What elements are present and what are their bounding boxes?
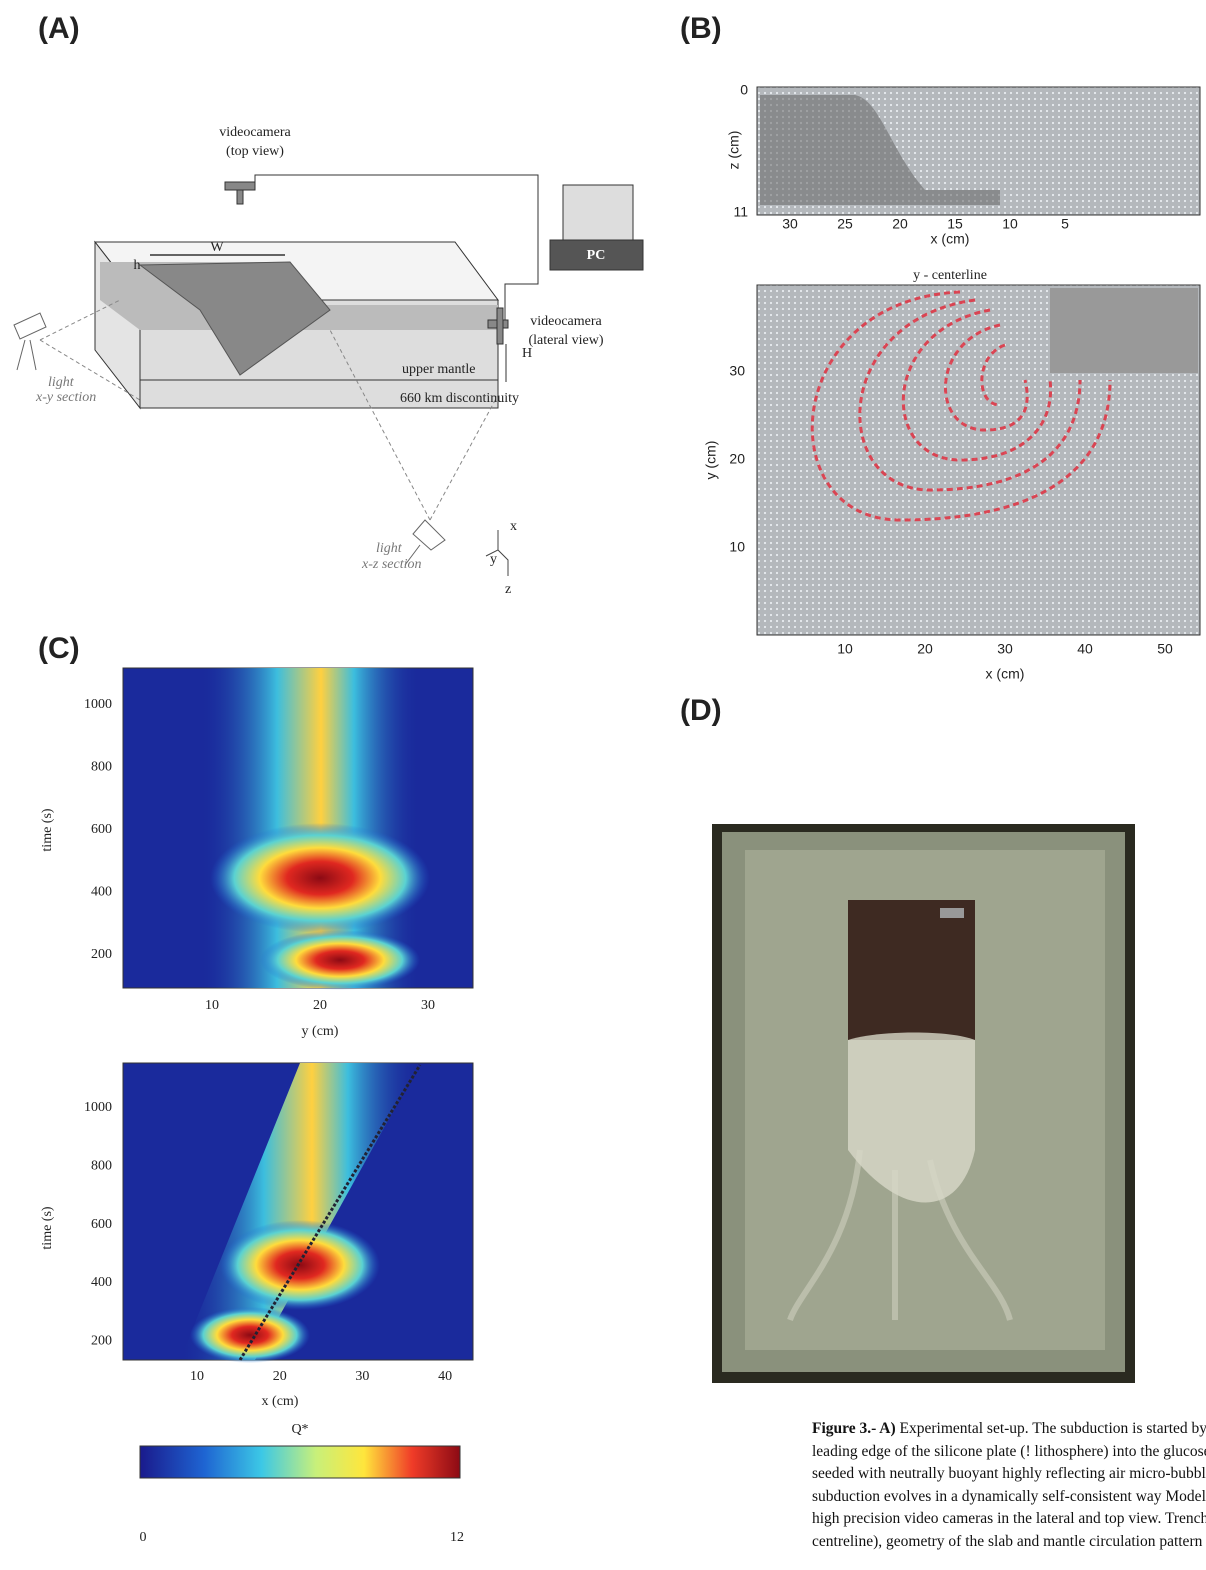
piv-images bbox=[757, 87, 1200, 635]
caption-line: high precision video cameras in the late… bbox=[812, 1508, 1206, 1531]
label: z bbox=[505, 582, 511, 597]
x-tick-label: 20 bbox=[892, 216, 908, 232]
label: H bbox=[522, 346, 532, 361]
x-tick-label: 30 bbox=[421, 998, 435, 1013]
page: (A) (B) (C) (D) videocamera (top view) P… bbox=[0, 0, 1206, 1570]
panel-label: (B) bbox=[680, 12, 722, 45]
label: videocamera bbox=[219, 125, 291, 140]
axis-label: y (cm) bbox=[302, 1024, 339, 1039]
axis-label: x (cm) bbox=[262, 1394, 299, 1409]
x-tick-label: 20 bbox=[313, 998, 327, 1013]
caption-line: leading edge of the silicone plate (! li… bbox=[812, 1441, 1206, 1464]
panel-label: (A) bbox=[38, 12, 80, 45]
label: h bbox=[134, 258, 141, 273]
label: x bbox=[510, 519, 517, 534]
x-tick-label: 25 bbox=[837, 216, 853, 232]
photo bbox=[712, 824, 1135, 1383]
colorbar-label: Q* bbox=[291, 1422, 308, 1437]
x-tick-label: 10 bbox=[205, 998, 219, 1013]
label: x-z section bbox=[361, 557, 421, 572]
y-tick-label: 20 bbox=[729, 451, 745, 467]
label: light bbox=[48, 375, 75, 390]
x-tick-label: 10 bbox=[837, 641, 853, 657]
axis-label: z (cm) bbox=[726, 131, 742, 170]
caption-text: Experimental set-up. The subduction is s… bbox=[900, 1420, 1206, 1437]
panel-label: (C) bbox=[38, 632, 80, 665]
caption: Figure 3.- A) Experimental set-up. The s… bbox=[812, 1418, 1206, 1553]
label: y bbox=[490, 552, 497, 567]
label: (top view) bbox=[226, 144, 284, 159]
x-tick-label: 30 bbox=[355, 1369, 369, 1384]
caption-line: seeded with neutrally buoyant highly ref… bbox=[812, 1463, 1206, 1486]
label: 660 km discontinuity bbox=[400, 391, 519, 406]
caption-lead: Figure 3.- A) bbox=[812, 1420, 896, 1437]
caption-line: subduction evolves in a dynamically self… bbox=[812, 1486, 1206, 1509]
y-tick-label: 400 bbox=[91, 1275, 112, 1290]
label: x-y section bbox=[35, 390, 96, 405]
x-tick-label: 5 bbox=[1061, 216, 1069, 232]
y-tick-label: 200 bbox=[91, 947, 112, 962]
x-tick-label: 40 bbox=[438, 1369, 452, 1384]
label: W bbox=[210, 240, 224, 255]
axis-label: x (cm) bbox=[986, 666, 1025, 682]
y-tick-label: 0 bbox=[740, 82, 748, 98]
x-tick-label: 30 bbox=[997, 641, 1013, 657]
label: light bbox=[376, 541, 403, 556]
label: (lateral view) bbox=[528, 333, 603, 348]
axis-label: time (s) bbox=[40, 808, 55, 851]
axis-label: x (cm) bbox=[931, 231, 970, 247]
heatmaps bbox=[123, 668, 473, 1478]
x-tick-label: 50 bbox=[1157, 641, 1173, 657]
y-tick-label: 30 bbox=[729, 363, 745, 379]
axis-label: time (s) bbox=[40, 1206, 55, 1249]
x-tick-label: 20 bbox=[273, 1369, 287, 1384]
colorbar-min: 0 bbox=[140, 1530, 147, 1545]
y-tick-label: 1000 bbox=[84, 1100, 112, 1115]
colorbar-max: 12 bbox=[450, 1530, 464, 1545]
x-tick-label: 30 bbox=[782, 216, 798, 232]
x-tick-label: 15 bbox=[947, 216, 963, 232]
axis-label: y (cm) bbox=[703, 441, 719, 480]
label: videocamera bbox=[530, 314, 602, 329]
x-tick-label: 40 bbox=[1077, 641, 1093, 657]
y-tick-label: 600 bbox=[91, 1217, 112, 1232]
y-tick-label: 400 bbox=[91, 885, 112, 900]
panel-label: (D) bbox=[680, 694, 722, 727]
y-tick-label: 800 bbox=[91, 1159, 112, 1174]
caption-line: centreline), geometry of the slab and ma… bbox=[812, 1531, 1206, 1554]
y-tick-label: 10 bbox=[729, 539, 745, 555]
figure: (A) (B) (C) (D) videocamera (top view) P… bbox=[0, 0, 1206, 1570]
y-tick-label: 11 bbox=[733, 204, 748, 220]
label: PC bbox=[587, 248, 606, 263]
x-tick-label: 10 bbox=[190, 1369, 204, 1384]
y-tick-label: 800 bbox=[91, 760, 112, 775]
y-tick-label: 200 bbox=[91, 1333, 112, 1348]
label: upper mantle bbox=[402, 362, 475, 377]
plot-title: y - centerline bbox=[913, 268, 987, 283]
y-tick-label: 1000 bbox=[84, 697, 112, 712]
x-tick-label: 10 bbox=[1002, 216, 1018, 232]
caption-line: Figure 3.- A) Experimental set-up. The s… bbox=[812, 1418, 1206, 1441]
y-tick-label: 600 bbox=[91, 822, 112, 837]
x-tick-label: 20 bbox=[917, 641, 933, 657]
setup-diagram bbox=[14, 175, 643, 576]
